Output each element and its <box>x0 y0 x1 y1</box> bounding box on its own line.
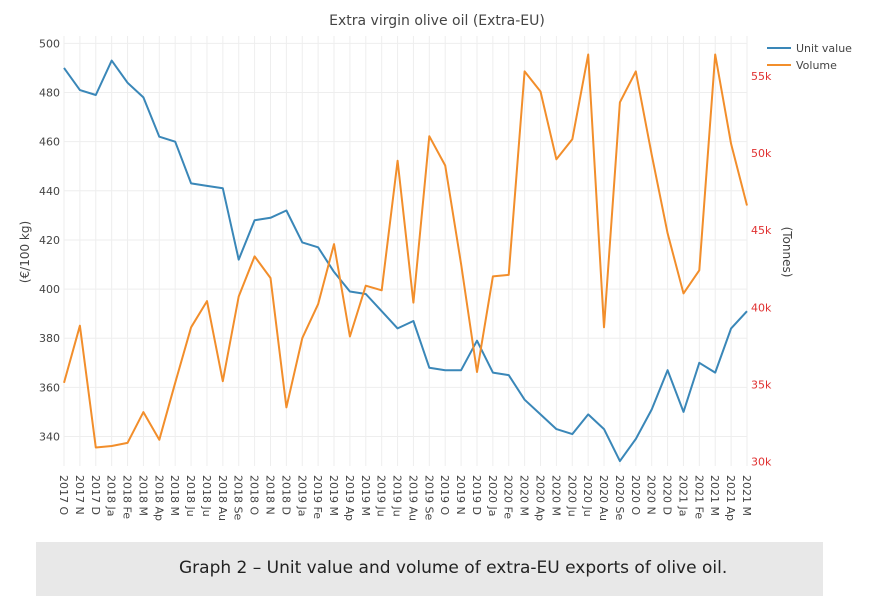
x-tick-label: 2018 N <box>263 475 276 515</box>
x-tick-label: 2020 N <box>645 475 658 515</box>
y-tick-label: 500 <box>39 37 60 50</box>
x-tick-label: 2019 O <box>438 475 451 515</box>
x-tick-label: 2018 Se <box>232 475 245 520</box>
x-tick-label: 2021 M <box>740 475 753 516</box>
y2-tick-label: 45k <box>751 224 772 237</box>
caption-box: Graph 2 – Unit value and volume of extra… <box>36 542 823 596</box>
x-tick-label: 2018 M <box>168 475 181 516</box>
series-line-volume <box>63 53 748 449</box>
x-tick-label: 2020 Ap <box>534 475 547 521</box>
y2-axis-ticks: 30k 35k 40k 45k 50k 55k <box>751 70 772 468</box>
x-tick-label: 2018 O <box>248 475 261 515</box>
chart-title: Extra virgin olive oil (Extra-EU) <box>329 13 545 29</box>
x-tick-label: 2019 M <box>327 475 340 516</box>
y-axis-label: (€/100 kg) <box>18 221 32 283</box>
x-tick-label: 2019 Ju <box>375 475 388 517</box>
series-lines <box>63 53 748 463</box>
x-tick-label: 2018 Ja <box>105 475 118 516</box>
x-tick-label: 2020 M <box>549 475 562 516</box>
y-axis-ticks: 340 360 380 400 420 440 460 480 500 <box>39 37 60 443</box>
x-tick-label: 2019 Ap <box>343 475 356 521</box>
x-tick-label: 2018 Ap <box>152 475 165 521</box>
x-tick-label: 2019 Ju <box>391 475 404 517</box>
x-tick-label: 2020 M <box>518 475 531 516</box>
x-tick-label: 2019 Ja <box>295 475 308 516</box>
x-tick-label: 2018 D <box>279 475 292 515</box>
x-tick-label: 2019 Se <box>422 475 435 520</box>
y2-tick-label: 50k <box>751 147 772 160</box>
y-tick-label: 380 <box>39 332 60 345</box>
y-tick-label: 360 <box>39 381 60 394</box>
grid <box>63 36 748 466</box>
x-tick-label: 2018 Au <box>216 475 229 521</box>
legend: Unit value Volume <box>767 42 852 72</box>
line-chart: Extra virgin olive oil (Extra-EU) (€/100… <box>18 13 852 521</box>
x-tick-label: 2018 Ju <box>200 475 213 517</box>
x-tick-label: 2017 D <box>89 475 102 515</box>
x-tick-label: 2019 M <box>359 475 372 516</box>
x-tick-label: 2021 Ap <box>724 475 737 521</box>
series-line-unit-value <box>63 59 748 463</box>
y-tick-label: 420 <box>39 234 60 247</box>
x-tick-label: 2020 O <box>629 475 642 515</box>
y-tick-label: 480 <box>39 87 60 100</box>
x-tick-label: 2020 Se <box>613 475 626 520</box>
x-tick-label: 2019 Fe <box>311 475 324 519</box>
x-tick-label: 2020 Au <box>597 475 610 521</box>
legend-label: Unit value <box>796 42 852 55</box>
x-tick-label: 2020 D <box>661 475 674 515</box>
y2-tick-label: 35k <box>751 378 772 391</box>
x-tick-label: 2018 Ju <box>184 475 197 517</box>
y2-tick-label: 30k <box>751 455 772 468</box>
legend-label: Volume <box>796 59 837 72</box>
x-tick-label: 2020 Ja <box>486 475 499 516</box>
y2-tick-label: 40k <box>751 301 772 314</box>
x-tick-label: 2021 M <box>708 475 721 516</box>
x-tick-label: 2017 N <box>73 475 86 515</box>
x-tick-label: 2020 Fe <box>502 475 515 519</box>
x-tick-label: 2020 Ju <box>565 475 578 517</box>
y-tick-label: 460 <box>39 136 60 149</box>
x-tick-label: 2019 N <box>454 475 467 515</box>
caption: Graph 2 – Unit value and volume of extra… <box>179 558 728 578</box>
x-tick-label: 2021 Ja <box>676 475 689 516</box>
y-tick-label: 440 <box>39 185 60 198</box>
x-tick-label: 2020 Ju <box>581 475 594 517</box>
y-tick-label: 340 <box>39 431 60 444</box>
x-tick-label: 2018 Fe <box>121 475 134 519</box>
x-tick-label: 2018 M <box>136 475 149 516</box>
x-tick-label: 2021 Fe <box>692 475 705 519</box>
x-tick-label: 2017 O <box>57 475 70 515</box>
x-tick-label: 2019 Au <box>406 475 419 521</box>
y2-tick-label: 55k <box>751 70 772 83</box>
x-tick-label: 2019 D <box>470 475 483 515</box>
y2-axis-label: (Tonnes) <box>780 227 794 278</box>
y-tick-label: 400 <box>39 283 60 296</box>
x-axis-ticks: 2017 O 2017 N 2017 D 2018 Ja 2018 Fe 2018 M 20… <box>57 475 753 521</box>
